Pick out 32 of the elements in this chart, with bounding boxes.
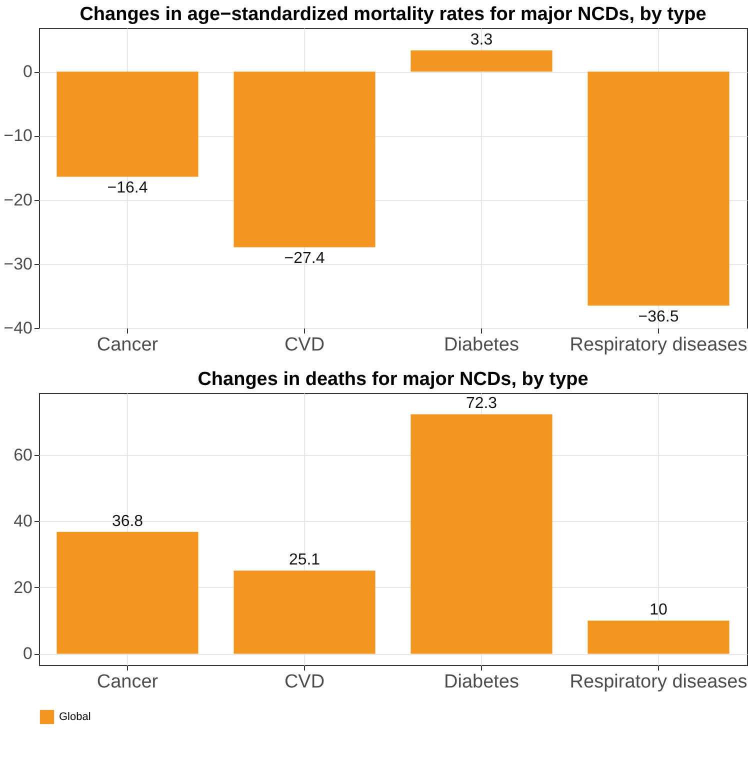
y-tick-label: 0 [23, 644, 32, 664]
bar [234, 570, 376, 654]
y-tick-label: 0 [23, 62, 32, 82]
y-tick-label: 60 [14, 445, 32, 464]
data-label: −27.4 [284, 250, 325, 268]
data-label: −16.4 [107, 180, 148, 197]
bar [410, 414, 552, 654]
data-label: 36.8 [112, 512, 144, 530]
y-tick-label: −30 [4, 254, 32, 274]
chart-title: Changes in age−standardized mortality rates for major NCDs, by type [80, 4, 706, 25]
y-tick-label: −40 [4, 318, 32, 338]
y-tick-label: 40 [14, 512, 32, 531]
bar [56, 532, 198, 654]
y-tick-label: 20 [14, 578, 32, 597]
data-label: 10 [650, 602, 668, 619]
x-tick-label: CVD [284, 672, 325, 692]
legend-label: Global [59, 711, 91, 723]
x-tick-label: CVD [284, 334, 325, 356]
x-tick-label: Cancer [96, 672, 159, 692]
y-tick-label: −10 [4, 126, 32, 146]
x-tick-label: Respiratory diseases [570, 672, 748, 692]
x-tick-label: Respiratory diseases [570, 334, 748, 356]
bar [588, 620, 730, 654]
x-tick-label: Diabetes [444, 672, 519, 692]
x-tick-label: Diabetes [444, 334, 519, 356]
data-label: 3.3 [470, 31, 493, 48]
y-tick-label: −20 [4, 190, 32, 210]
data-label: 72.3 [466, 395, 498, 412]
chart-title: Changes in deaths for major NCDs, by type [198, 369, 588, 390]
data-label: 25.1 [288, 552, 320, 569]
data-label: −36.5 [638, 308, 679, 326]
x-tick-label: Cancer [96, 334, 159, 356]
